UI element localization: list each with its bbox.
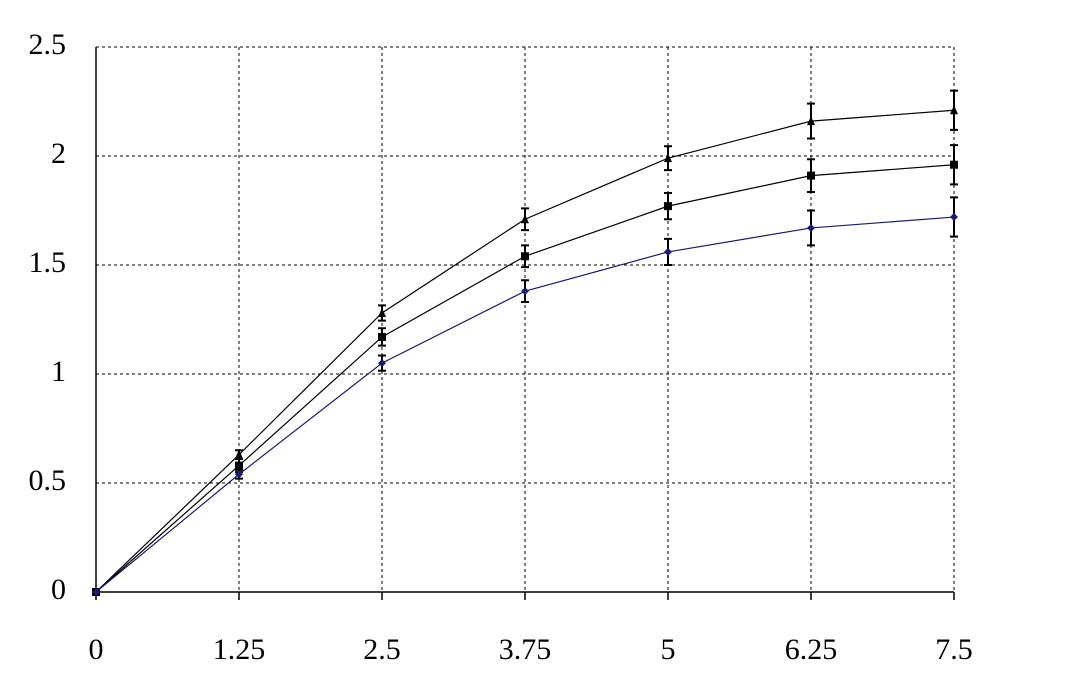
marker <box>378 332 386 341</box>
marker <box>664 247 672 256</box>
marker <box>521 214 529 224</box>
y-tick-label: 2.5 <box>29 28 67 61</box>
marker <box>521 252 529 261</box>
y-tick-label: 2 <box>51 137 66 170</box>
marker <box>378 359 386 368</box>
marker <box>807 223 815 232</box>
y-tick-label: 1.5 <box>29 246 67 279</box>
x-tick-label: 3.75 <box>499 633 552 666</box>
marker <box>664 153 672 163</box>
x-tick-label: 6.25 <box>785 633 838 666</box>
x-tick-label: 7.5 <box>935 633 973 666</box>
marker <box>521 287 529 296</box>
y-tick-label: 0 <box>51 573 66 606</box>
marker <box>235 470 243 479</box>
marker <box>235 461 243 470</box>
x-tick-label: 0 <box>89 633 104 666</box>
x-tick-label: 1.25 <box>213 633 266 666</box>
marker <box>950 213 958 222</box>
x-tick-label: 5 <box>661 633 676 666</box>
marker <box>235 449 243 459</box>
marker <box>950 160 958 169</box>
marker <box>378 307 386 317</box>
x-tick-label: 2.5 <box>363 633 401 666</box>
marker <box>664 202 672 211</box>
marker <box>92 588 100 596</box>
series-line <box>95 109 955 593</box>
y-tick-label: 0.5 <box>29 464 67 497</box>
marker <box>807 116 815 126</box>
y-tick-label: 1 <box>51 355 66 388</box>
marker <box>807 171 815 180</box>
marker <box>950 105 958 115</box>
